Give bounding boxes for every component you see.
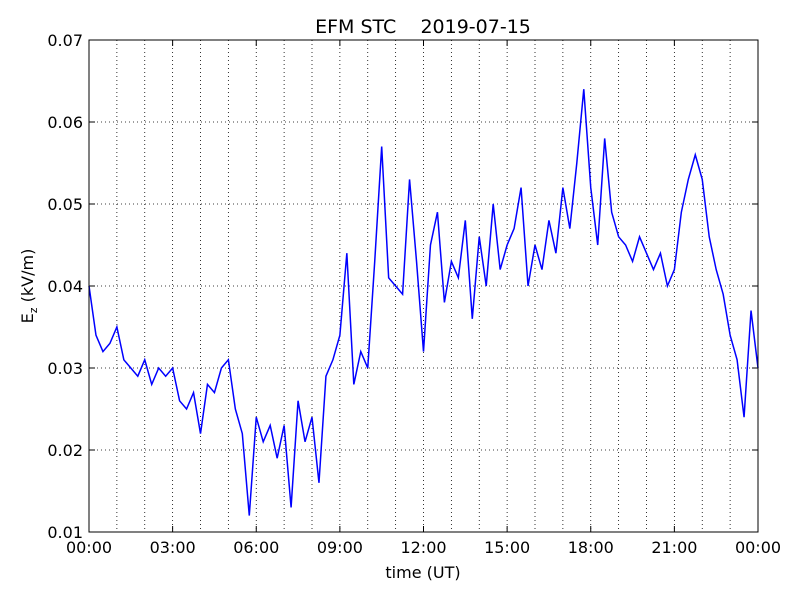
y-tick-label: 0.01 (47, 523, 83, 542)
x-tick-label: 18:00 (568, 538, 614, 557)
x-tick-label: 06:00 (233, 538, 279, 557)
data-line (88, 89, 759, 516)
y-tick-label: 0.02 (47, 441, 83, 460)
y-axis-label: Ez (kV/m) (18, 249, 40, 324)
x-tick-label: 15:00 (484, 538, 530, 557)
y-label-sub: z (27, 307, 40, 313)
x-tick-label: 00:00 (735, 538, 781, 557)
y-tick-label: 0.03 (47, 359, 83, 378)
x-axis-label: time (UT) (385, 563, 460, 582)
y-tick-label: 0.04 (47, 277, 83, 296)
plot-frame (88, 39, 759, 533)
x-tick-label: 12:00 (400, 538, 446, 557)
y-label-main: E (18, 313, 37, 323)
x-tick-label: 03:00 (150, 538, 196, 557)
y-tick-label: 0.06 (47, 113, 83, 132)
chart-title: EFM STC 2019-07-15 (315, 16, 531, 38)
x-tick-label: 00:00 (66, 538, 112, 557)
y-label-rest: (kV/m) (18, 249, 37, 308)
y-tick-label: 0.05 (47, 195, 83, 214)
x-tick-label: 09:00 (317, 538, 363, 557)
x-tick-label: 21:00 (651, 538, 697, 557)
y-tick-label: 0.07 (47, 31, 83, 50)
